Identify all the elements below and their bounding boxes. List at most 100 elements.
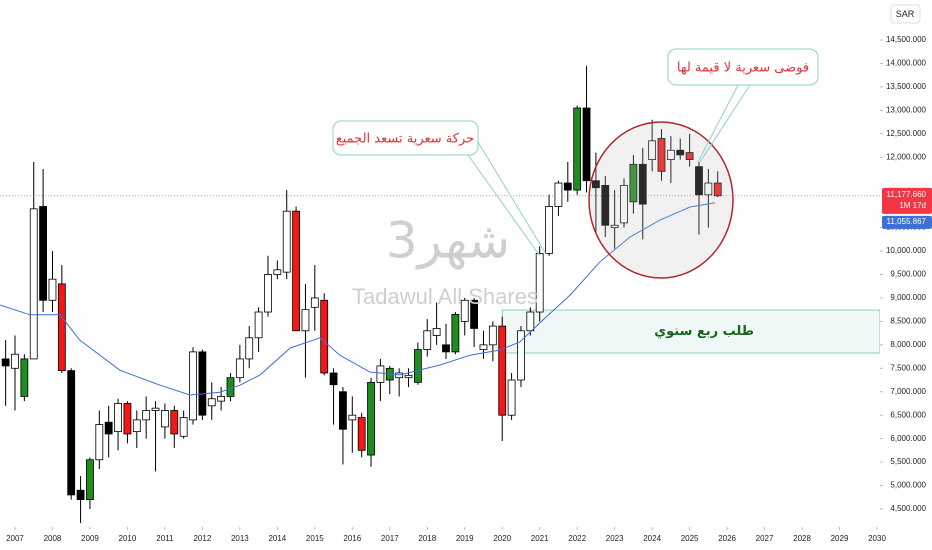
x-tick-label: 2024 bbox=[643, 534, 661, 543]
candle-body bbox=[479, 344, 488, 350]
candle-body bbox=[357, 417, 366, 451]
candle-body bbox=[11, 353, 19, 369]
last-price-box bbox=[882, 187, 932, 214]
candle-body bbox=[207, 398, 216, 407]
x-tick-label: 2019 bbox=[456, 534, 474, 543]
candle-body bbox=[264, 274, 272, 313]
x-tick-label: 2007 bbox=[6, 534, 24, 543]
y-tick-label: 6,500.000 bbox=[890, 410, 926, 419]
candle-body bbox=[123, 403, 132, 435]
candle-body bbox=[423, 330, 432, 350]
candle-body bbox=[301, 309, 310, 332]
x-tick-label: 2021 bbox=[531, 534, 549, 543]
y-tick-label: 4,500.000 bbox=[890, 504, 926, 513]
candle-body bbox=[517, 330, 525, 381]
candle-body bbox=[151, 407, 160, 411]
candle-body bbox=[507, 379, 516, 416]
x-tick-label: 2015 bbox=[306, 534, 324, 543]
x-tick-label: 2027 bbox=[756, 534, 774, 543]
candle-body bbox=[488, 325, 497, 346]
candle-body bbox=[367, 381, 375, 456]
overlay: طلب ربع سنوي bbox=[654, 324, 754, 339]
candle-body bbox=[161, 410, 169, 428]
candle-body bbox=[451, 313, 460, 353]
candle-body bbox=[629, 163, 638, 203]
candle-body bbox=[76, 489, 85, 501]
x-tick-label: 2014 bbox=[268, 534, 286, 543]
x-tick-label: 2028 bbox=[793, 534, 811, 543]
candle-body bbox=[535, 252, 544, 313]
demand-zone bbox=[501, 309, 881, 354]
candle-body bbox=[39, 206, 48, 301]
y-tick-label: 5,500.000 bbox=[890, 457, 926, 466]
candle-body bbox=[573, 107, 582, 191]
candle-body bbox=[470, 299, 479, 329]
candle-body bbox=[648, 140, 657, 160]
candle-body bbox=[601, 184, 610, 226]
y-tick-label: 6,000.000 bbox=[890, 434, 926, 443]
ma-price-box bbox=[882, 215, 932, 229]
watermark-symbol: Tadawul All Shares bbox=[352, 284, 538, 309]
candle-body bbox=[282, 210, 291, 273]
candle-body bbox=[310, 297, 319, 308]
callout-box bbox=[667, 48, 819, 86]
moving-average bbox=[0, 202, 716, 396]
candle-body bbox=[657, 138, 666, 172]
highlight-ellipse bbox=[588, 121, 734, 279]
x-tick-label: 2011 bbox=[156, 534, 174, 543]
currency: SAR bbox=[896, 9, 915, 19]
candle-body bbox=[320, 299, 329, 374]
x-tick-label: 2008 bbox=[44, 534, 62, 543]
candle-body bbox=[554, 182, 563, 207]
candle-body bbox=[48, 278, 57, 301]
candle-body bbox=[142, 410, 151, 421]
candle-body bbox=[404, 374, 413, 379]
y-tick-label: 7,000.000 bbox=[890, 387, 926, 396]
x-tick-label: 2026 bbox=[718, 534, 736, 543]
currency-box bbox=[890, 4, 921, 24]
x-tick-label: 2010 bbox=[119, 534, 137, 543]
x-tick-label: 2022 bbox=[568, 534, 586, 543]
y-tick-label: 14,500.000 bbox=[886, 35, 927, 44]
candle-body bbox=[498, 325, 507, 416]
candle-body bbox=[713, 182, 722, 197]
x-tick-label: 2012 bbox=[193, 534, 211, 543]
candle-body bbox=[132, 419, 141, 433]
x-tick-label: 2017 bbox=[381, 534, 399, 543]
y-tick-label: 12,500.000 bbox=[886, 129, 927, 138]
candle-body bbox=[348, 414, 357, 421]
x-tick-label: 2018 bbox=[418, 534, 436, 543]
y-tick-label: 5,000.000 bbox=[890, 481, 926, 490]
candle-body bbox=[638, 163, 647, 205]
candle-body bbox=[526, 311, 535, 332]
time-axis bbox=[0, 527, 932, 550]
candle-body bbox=[582, 107, 591, 182]
x-tick-label: 2030 bbox=[868, 534, 886, 543]
candle-body bbox=[442, 344, 450, 353]
candle-body bbox=[1, 358, 10, 367]
y-tick-label: 10,000.000 bbox=[886, 246, 927, 255]
y-tick-label: 13,500.000 bbox=[886, 82, 927, 91]
y-tick-label: 9,500.000 bbox=[890, 270, 926, 279]
candle-body bbox=[563, 182, 572, 191]
candle-body bbox=[57, 283, 66, 372]
candle-body bbox=[460, 299, 469, 322]
callout-pointer bbox=[697, 84, 751, 163]
x-tick-label: 2013 bbox=[231, 534, 249, 543]
candle-body bbox=[254, 311, 263, 339]
callout-pointer bbox=[467, 141, 547, 257]
plot-area bbox=[0, 65, 881, 524]
candle-body bbox=[695, 166, 703, 196]
candle-body bbox=[339, 391, 347, 430]
x-tick-label: 2023 bbox=[606, 534, 624, 543]
candle-body bbox=[95, 424, 104, 461]
candle-body bbox=[189, 351, 197, 421]
y-tick-label: 9,000.000 bbox=[890, 293, 926, 302]
callout-box bbox=[332, 120, 479, 156]
x-tick-label: 2009 bbox=[81, 534, 99, 543]
x-tick-label: 2020 bbox=[493, 534, 511, 543]
candle-body bbox=[292, 210, 300, 332]
countdown-label: 1M 17d bbox=[899, 201, 926, 210]
candle-body bbox=[235, 358, 244, 379]
